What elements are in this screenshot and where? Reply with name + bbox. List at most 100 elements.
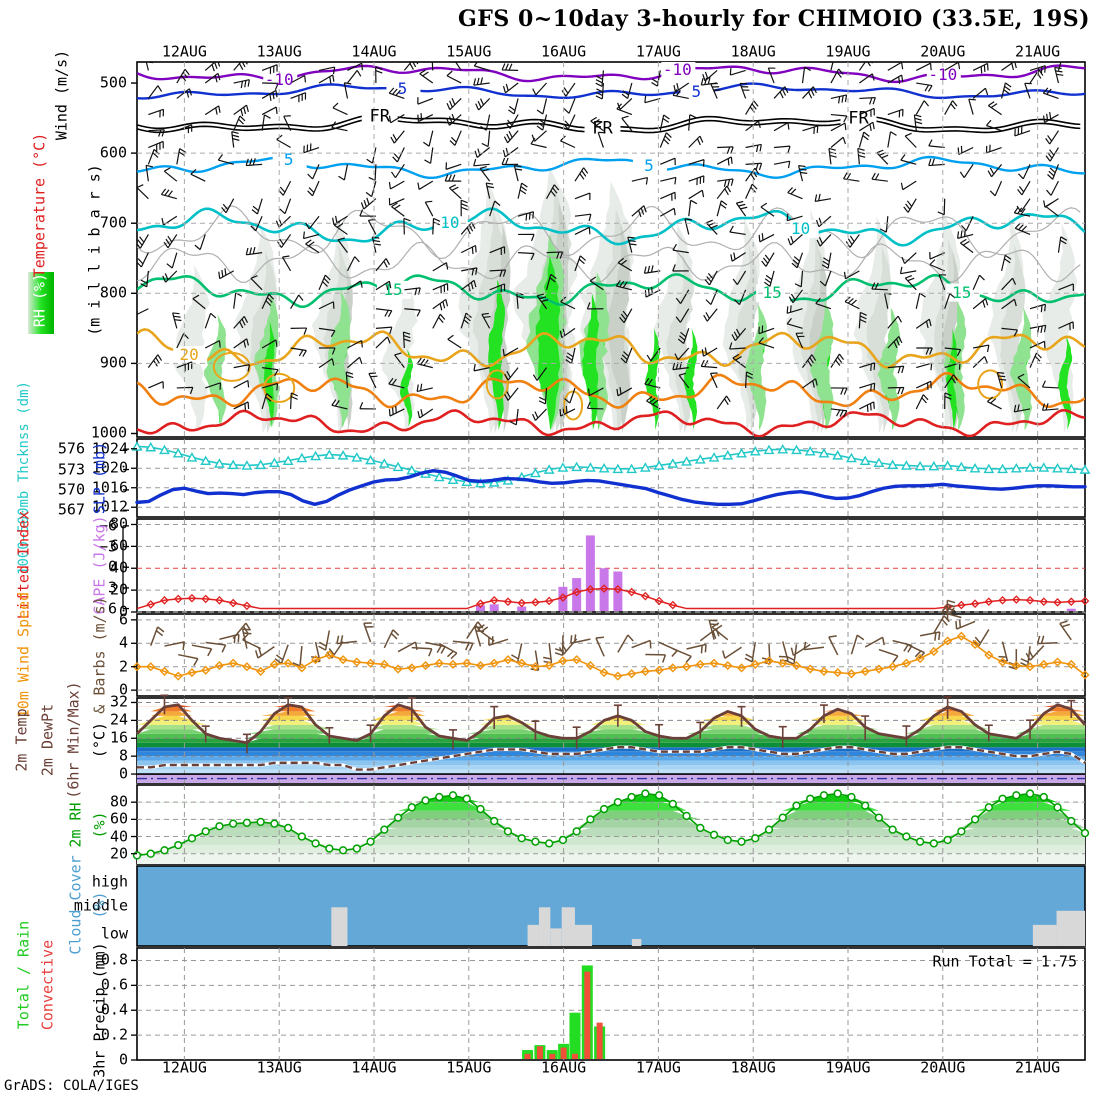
- run-total-label: Run Total = 1.75: [932, 952, 1078, 971]
- label-rh: RH (%): [30, 272, 49, 328]
- cloud-bar: [574, 924, 593, 946]
- freezing-level-label: FR: [592, 118, 613, 139]
- label-cloud-units: (%): [90, 891, 109, 919]
- x-tick-12AUG: 12AUG: [161, 1058, 207, 1077]
- precip-ytick-0.8: 0.8: [100, 950, 128, 969]
- slp-ytick-1012: 1012: [91, 497, 128, 516]
- slp-ytick-1020: 1020: [91, 458, 128, 477]
- precip-convective-bar: [571, 1053, 578, 1059]
- rh-ytick-40: 40: [109, 827, 128, 846]
- slp-thickness-content: [131, 439, 1091, 517]
- wind10m-content: [132, 599, 1090, 696]
- precip-content: [137, 948, 1085, 1060]
- cloud-cover-panel: [136, 865, 1086, 947]
- x-tick-15AUG: 15AUG: [446, 1058, 492, 1077]
- x-tick-top-21AUG: 21AUG: [1015, 42, 1061, 61]
- upper-ytick-800: 800: [99, 283, 127, 302]
- label-2m-dewpt: 2m DewPt: [38, 703, 57, 777]
- wind10m-barbs: [150, 599, 1072, 671]
- upper-air-content: [137, 62, 1085, 437]
- slp-thickness-panel: [136, 438, 1086, 518]
- upper-ytick-900: 900: [99, 353, 127, 372]
- cloud-bar: [631, 938, 642, 946]
- label-cloud-cover: Cloud Cover: [66, 855, 85, 955]
- cape-bar: [489, 604, 499, 611]
- li-ytick-3: 3: [107, 578, 117, 597]
- upper-ytick-500: 500: [99, 73, 127, 92]
- cape-ytick-60: 60: [109, 536, 128, 555]
- cape-li-content: [122, 519, 1090, 613]
- cape-bar: [517, 606, 527, 611]
- li-ytick--3: −3: [98, 537, 117, 556]
- x-tick-top-18AUG: 18AUG: [730, 42, 776, 61]
- label-minmax: (6hr Min/Max): [64, 681, 83, 799]
- wind-ytick-2: 2: [118, 657, 128, 676]
- freezing-level-label: FR: [369, 106, 390, 127]
- upper-ytick-700: 700: [99, 213, 127, 232]
- upper-air-grid: [137, 62, 1085, 437]
- precip-ytick-0: 0: [118, 1050, 128, 1069]
- contour-label-15: 15: [762, 283, 782, 303]
- x-tick-19AUG: 19AUG: [825, 1058, 871, 1077]
- label-2m-temp: 2m Temp: [12, 708, 31, 772]
- cloud-level-high: high: [91, 872, 128, 891]
- label-precip-convective: Convective: [38, 939, 57, 1031]
- label-wind: Wind (m/s): [52, 49, 71, 141]
- freezing-level-label: FR: [848, 108, 869, 129]
- x-tick-16AUG: 16AUG: [541, 1058, 587, 1077]
- cloud-bar: [331, 907, 348, 946]
- temp-ytick-16: 16: [109, 728, 128, 747]
- contour-label--10: -10: [264, 70, 294, 90]
- precip-convective-bar: [560, 1047, 567, 1059]
- contour-label-10: 10: [790, 218, 811, 238]
- contour-label--10: -10: [662, 60, 692, 80]
- label-temp-units: (°C): [90, 721, 109, 759]
- credit-text: GrADS: COLA/IGES: [4, 1078, 139, 1094]
- x-tick-17AUG: 17AUG: [635, 1058, 681, 1077]
- x-tick-top-12AUG: 12AUG: [161, 42, 207, 61]
- temp-ytick-32: 32: [109, 692, 128, 711]
- contour-label-5: 5: [397, 78, 408, 98]
- x-tick-top-20AUG: 20AUG: [920, 42, 966, 61]
- precip-ytick-0.6: 0.6: [100, 975, 128, 994]
- contour-label-5: 5: [691, 81, 702, 101]
- x-tick-top-14AUG: 14AUG: [351, 42, 397, 61]
- page-title: GFS 0~10day 3-hourly for CHIMOIO (33.5E,…: [458, 6, 1090, 32]
- contour-label--10: -10: [928, 64, 958, 84]
- x-tick-21AUG: 21AUG: [1015, 1058, 1061, 1077]
- wind-ytick-0: 0: [118, 680, 128, 699]
- label-millibars: (m i l l i b a r s): [85, 164, 104, 336]
- rh2m-content: [132, 785, 1090, 864]
- rh-ytick-80: 80: [109, 792, 128, 811]
- cape-bar: [585, 535, 595, 611]
- cape-ytick-0: 0: [118, 602, 128, 621]
- rh-legend-swatch: [28, 272, 54, 334]
- li-ytick--6: −6: [98, 516, 117, 535]
- x-tick-top-13AUG: 13AUG: [256, 42, 302, 61]
- contour-label-20: 20: [179, 344, 199, 364]
- wind-ytick-4: 4: [118, 633, 128, 652]
- precip-convective-bar: [549, 1053, 556, 1059]
- label-wind-barbs: & Barbs (m/s): [90, 596, 109, 714]
- cloud-cover-content: [331, 907, 1085, 946]
- cape-bar: [475, 605, 485, 611]
- cape-ytick-40: 40: [109, 558, 128, 577]
- thickness-ytick-576: 576: [57, 439, 85, 458]
- x-tick-top-16AUG: 16AUG: [541, 42, 587, 61]
- temp-dewpt-content: [136, 694, 1087, 783]
- precip-panel: [136, 947, 1086, 1061]
- label-temperature: Temperature (°C): [30, 132, 49, 278]
- contour-label-15: 15: [952, 282, 972, 302]
- cloud-bar: [550, 928, 562, 946]
- label-slp: SLP (mb): [90, 441, 109, 515]
- precip-ytick-0.2: 0.2: [100, 1025, 128, 1044]
- precip-convective-bar: [584, 971, 591, 1059]
- contour-label-5: 5: [644, 156, 654, 176]
- label-rh-units: (%): [90, 811, 109, 839]
- contour-label-15: 15: [383, 279, 403, 299]
- cloud-level-low: low: [100, 924, 128, 943]
- rh-ytick-20: 20: [109, 844, 128, 863]
- x-tick-top-17AUG: 17AUG: [635, 42, 681, 61]
- cape-ytick-20: 20: [109, 580, 128, 599]
